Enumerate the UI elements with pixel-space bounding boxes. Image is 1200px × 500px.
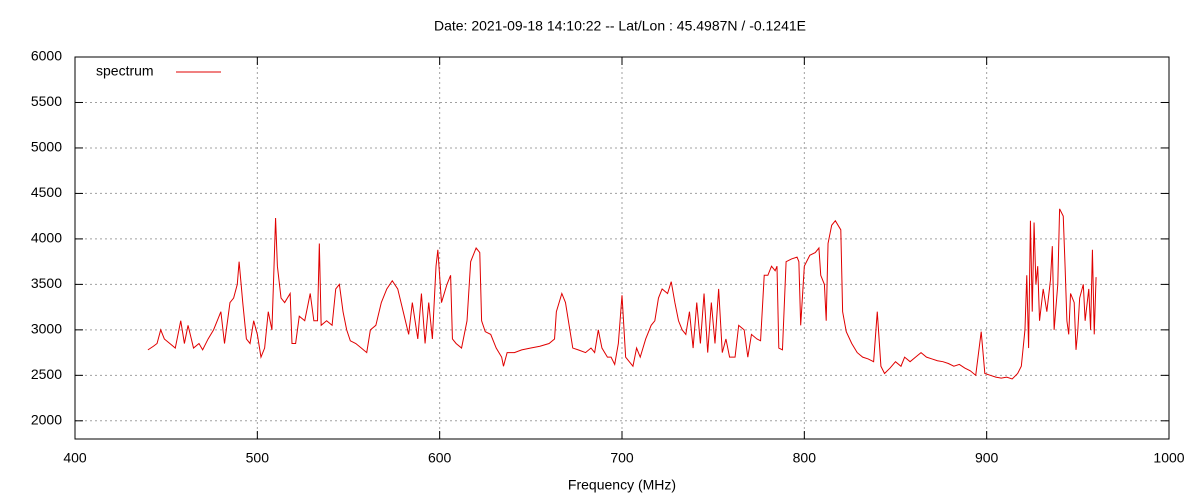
legend-label: spectrum: [96, 63, 154, 79]
x-tick-label: 500: [246, 450, 270, 466]
x-axis-label: Frequency (MHz): [568, 477, 676, 493]
y-tick-label: 4000: [31, 230, 62, 246]
x-tick-label: 1000: [1153, 450, 1184, 466]
y-tick-label: 2000: [31, 412, 62, 428]
chart-title: Date: 2021-09-18 14:10:22 -- Lat/Lon : 4…: [434, 18, 806, 34]
y-tick-label: 5000: [31, 139, 62, 155]
x-tick-label: 700: [610, 450, 634, 466]
y-tick-label: 4500: [31, 184, 62, 200]
plot-frame: [74, 56, 1170, 440]
y-tick-label: 3500: [31, 275, 62, 291]
y-tick-label: 3000: [31, 321, 62, 337]
x-tick-label: 900: [975, 450, 999, 466]
y-tick-label: 2500: [31, 366, 62, 382]
x-tick-label: 600: [428, 450, 452, 466]
x-tick-label: 800: [793, 450, 817, 466]
y-tick-label: 6000: [31, 48, 62, 64]
series-line: [147, 208, 1097, 380]
x-tick-label: 400: [63, 450, 87, 466]
y-tick-label: 5500: [31, 93, 62, 109]
